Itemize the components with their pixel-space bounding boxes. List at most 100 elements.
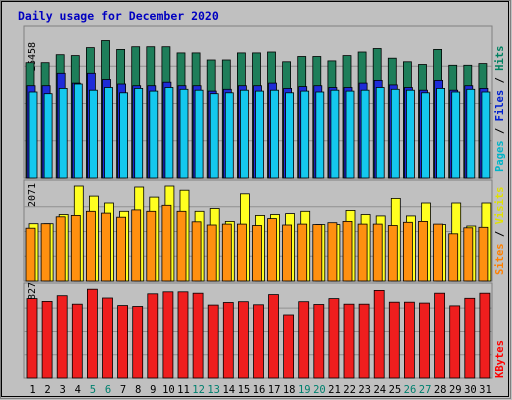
bar-kbytes-day-25: [388, 301, 400, 379]
bar-sites-day-24: [372, 223, 383, 282]
legend-visits: Visits: [494, 186, 506, 224]
bar-kbytes-day-4: [71, 303, 83, 379]
bar-sites-day-17: [267, 218, 277, 282]
bar-pages-day-30: [466, 88, 476, 179]
bar-pages-day-8: [134, 88, 144, 179]
bar-sites-day-19: [297, 223, 308, 282]
bar-pages-day-12: [194, 89, 204, 179]
bar-kbytes-day-2: [41, 300, 53, 379]
x-tick-label-day-15: 15: [238, 384, 251, 396]
bar-kbytes-day-22: [343, 303, 355, 379]
bar-kbytes-day-18: [283, 314, 295, 379]
bar-pages-day-1: [28, 91, 38, 179]
bar-pages-day-22: [345, 90, 355, 179]
bar-sites-day-2: [40, 223, 51, 282]
bar-pages-day-25: [390, 88, 400, 179]
bar-sites-day-13: [206, 224, 217, 282]
x-tick-label-day-27: 27: [419, 384, 432, 396]
bar-pages-day-4: [73, 83, 83, 179]
bar-sites-day-15: [236, 223, 247, 282]
bar-kbytes-day-19: [298, 301, 310, 379]
bar-pages-day-14: [224, 92, 234, 179]
x-axis-day-labels: 1 2 3 4 5 6 7 8 9 10 11 12 13 14 15 16 17 18 19 20 21 22 23 24 2…: [29, 384, 491, 396]
bar-pages-day-7: [119, 92, 128, 179]
bar-sites-day-26: [402, 221, 413, 282]
bar-pages-day-5: [89, 89, 98, 179]
bar-sites-day-18: [282, 224, 293, 282]
bar-pages-day-13: [209, 93, 219, 179]
bar-kbytes-day-11: [177, 291, 189, 379]
x-tick-label-day-14: 14: [222, 384, 235, 396]
bar-kbytes-day-23: [358, 303, 370, 379]
x-tick-label-day-30: 30: [464, 384, 477, 396]
bar-sites-day-6: [101, 212, 111, 282]
bar-sites-day-21: [327, 222, 338, 282]
bar-sites-day-20: [312, 224, 323, 282]
bar-kbytes-day-17: [268, 294, 279, 379]
legend-files: Files: [494, 90, 506, 122]
x-tick-label-day-22: 22: [343, 384, 356, 396]
x-tick-label-day-13: 13: [207, 384, 220, 396]
legend-pages: Pages: [494, 140, 506, 172]
bar-sites-day-14: [221, 223, 232, 282]
x-tick-label-day-10: 10: [162, 384, 175, 396]
bar-sites-day-30: [463, 227, 474, 282]
bar-sites-day-4: [70, 214, 81, 282]
bar-kbytes-day-5: [87, 288, 98, 379]
bar-pages-day-24: [375, 87, 385, 179]
bar-pages-day-19: [300, 90, 310, 179]
x-tick-label-day-28: 28: [434, 384, 447, 396]
bar-kbytes-day-31: [479, 292, 491, 379]
x-tick-label-day-2: 2: [44, 384, 50, 396]
bar-pages-day-17: [270, 89, 279, 179]
legend-kbytes: KBytes: [494, 340, 506, 378]
bar-kbytes-day-29: [449, 305, 461, 379]
bar-kbytes-day-10: [162, 291, 174, 379]
bar-pages-day-16: [255, 90, 264, 179]
bar-pages-day-9: [149, 90, 159, 179]
bar-sites-day-9: [146, 210, 157, 282]
legend-separator: /: [494, 121, 506, 140]
legend-separator: /: [494, 224, 506, 243]
bottom-panel-legend: KBytes: [494, 340, 506, 378]
bar-pages-day-28: [436, 88, 446, 179]
bar-kbytes-day-14: [222, 302, 234, 379]
bar-kbytes-day-16: [253, 304, 264, 379]
x-tick-label-day-25: 25: [389, 384, 402, 396]
bar-pages-day-10: [164, 87, 174, 179]
bar-sites-day-7: [116, 216, 126, 282]
x-tick-label-day-7: 7: [120, 384, 126, 396]
bar-pages-day-29: [451, 91, 461, 179]
bar-kbytes-day-1: [26, 298, 38, 379]
legend-sites: Sites: [494, 243, 506, 275]
x-tick-label-day-21: 21: [328, 384, 341, 396]
x-tick-label-day-3: 3: [60, 384, 66, 396]
x-tick-label-day-12: 12: [192, 384, 205, 396]
bar-kbytes-day-27: [419, 302, 430, 379]
bar-kbytes-day-3: [56, 295, 68, 379]
x-tick-label-day-18: 18: [283, 384, 296, 396]
bar-sites-day-3: [55, 216, 66, 282]
bar-pages-day-6: [104, 87, 113, 179]
bar-sites-day-12: [191, 221, 202, 282]
bar-sites-day-22: [342, 220, 353, 282]
bar-kbytes-day-12: [192, 292, 204, 379]
bar-kbytes-day-26: [403, 301, 415, 379]
x-tick-label-day-6: 6: [105, 384, 111, 396]
bar-kbytes-day-20: [313, 304, 325, 379]
bar-sites-day-10: [161, 204, 172, 282]
x-tick-label-day-24: 24: [373, 384, 386, 396]
middle-panel-scale-label: 2071: [27, 183, 38, 207]
bar-kbytes-day-21: [328, 298, 340, 379]
bar-sites-day-1: [25, 227, 36, 282]
chart-bars: [25, 40, 492, 379]
bar-kbytes-day-7: [117, 305, 128, 379]
x-tick-label-day-4: 4: [75, 384, 81, 396]
bar-sites-day-5: [86, 210, 96, 282]
x-tick-label-day-17: 17: [268, 384, 281, 396]
bar-sites-day-16: [252, 225, 262, 282]
bar-sites-day-28: [433, 223, 444, 282]
